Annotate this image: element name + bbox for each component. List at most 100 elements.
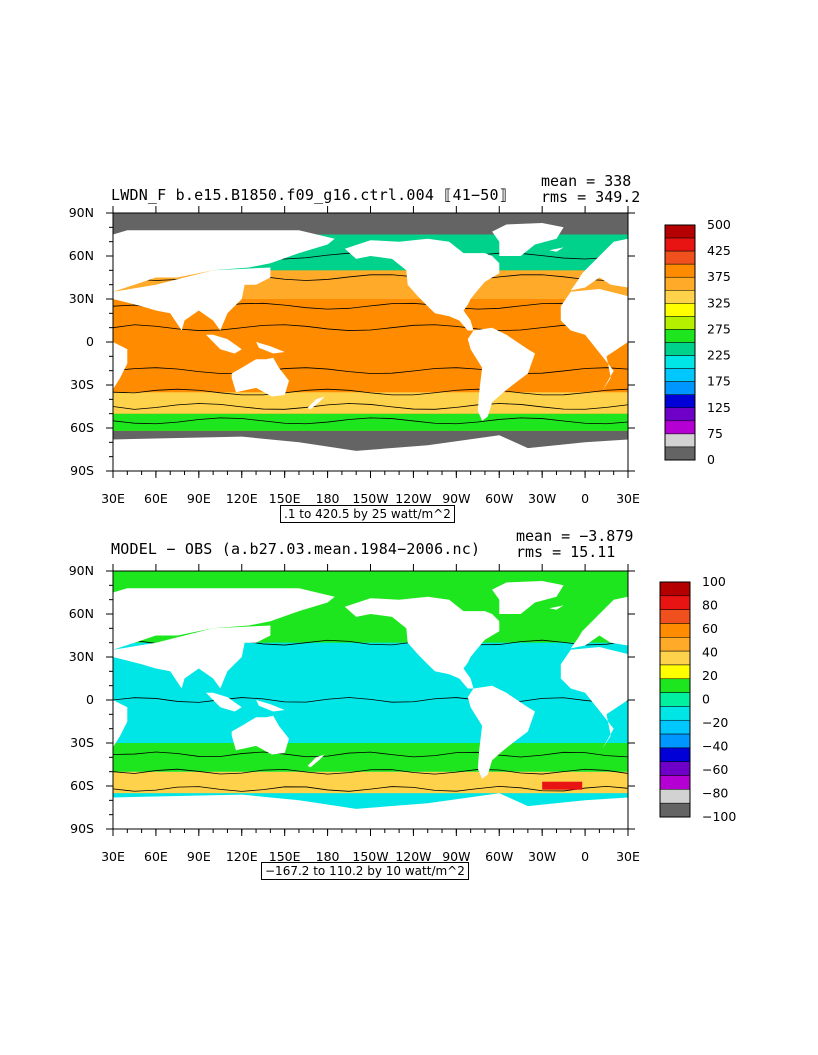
- land-mask: [231, 715, 289, 755]
- panel2-range-label: −167.2 to 110.2 by 10 watt/m^2: [261, 862, 469, 880]
- panel2-rms: rms = 15.11: [516, 543, 616, 561]
- colorbar-label: 80: [702, 598, 718, 613]
- colorbar-frame: [659, 581, 691, 818]
- land-mask: [549, 247, 564, 252]
- colorbar-label: 20: [702, 668, 718, 683]
- zone-band-1: [113, 771, 628, 794]
- colorbar-swatch: [664, 303, 696, 317]
- x-tick-label: 0: [581, 491, 589, 506]
- colorbar-swatch: [659, 802, 691, 818]
- map-panel-1: 30E 60E 90E 120E 150E 180 150W 120W 90W 60W 30W 0 30…: [69, 205, 640, 506]
- x-tick-label: 150W: [352, 491, 388, 506]
- x-tick-label: 60W: [485, 491, 513, 506]
- land-mask: [113, 625, 271, 689]
- y-tick-label: 0: [86, 334, 94, 349]
- land-mask: [113, 793, 628, 829]
- colorbar-label: 0: [702, 692, 710, 707]
- zone-band-2: [113, 743, 628, 772]
- colorbar-swatch: [664, 433, 696, 448]
- colorbar-label: 175: [707, 374, 731, 389]
- colorbar-label: 325: [707, 295, 731, 310]
- colorbar-label: 225: [707, 348, 731, 363]
- land-mask: [467, 685, 535, 779]
- land-mask: [307, 754, 325, 768]
- y-tick-label: 60N: [69, 248, 94, 263]
- x-tick-label: 180: [316, 849, 340, 864]
- colorbar-swatch: [664, 355, 696, 369]
- colorbar-swatch: [659, 761, 691, 776]
- x-tick-label: 120E: [226, 491, 258, 506]
- colorbar-swatch: [659, 747, 691, 762]
- colorbar-swatch: [659, 595, 691, 610]
- x-tick-label: 60E: [144, 491, 168, 506]
- colorbar-label: −40: [702, 739, 728, 754]
- x-tick-label: 150W: [352, 849, 388, 864]
- colorbar-swatch: [659, 719, 691, 735]
- y-tick-label: 90S: [70, 821, 94, 836]
- colorbar-swatch: [664, 407, 696, 422]
- colorbar-2: 100 80 60 40 20 0 −20 −40 −60 −80 −100: [659, 574, 736, 824]
- x-tick-label: 30E: [616, 491, 640, 506]
- land-mask: [231, 357, 289, 397]
- land-mask: [113, 700, 128, 748]
- colorbar-label: −80: [702, 786, 728, 801]
- x-tick-label: 90E: [187, 491, 211, 506]
- colorbar-swatch: [664, 329, 696, 343]
- zone-band-1: [113, 413, 628, 431]
- colorbar-swatch: [664, 263, 696, 278]
- colorbar-swatch: [664, 250, 696, 265]
- colorbar-swatch: [659, 664, 691, 680]
- x-tick-label: 150E: [269, 491, 301, 506]
- colorbar-swatch: [659, 581, 691, 597]
- x-tick-label: 0: [581, 849, 589, 864]
- colorbar-swatch: [664, 224, 696, 239]
- contour-line: [112, 768, 629, 775]
- land-mask: [570, 238, 628, 291]
- panel1-rms: rms = 349.2: [541, 188, 641, 206]
- colorbar-swatch: [664, 381, 696, 395]
- y-tick-label: 90N: [69, 205, 94, 220]
- land-mask: [256, 342, 285, 354]
- colorbar-swatch: [659, 706, 691, 721]
- x-tick-label: 120W: [395, 491, 431, 506]
- contour-line: [112, 403, 629, 410]
- y-tick-label: 0: [86, 692, 94, 707]
- x-tick-label: 180: [316, 491, 340, 506]
- colorbar-swatch: [659, 650, 691, 666]
- colorbar-frame: [664, 224, 696, 461]
- zone-band-3: [113, 299, 628, 393]
- y-tick-label: 30S: [70, 735, 94, 750]
- land-mask: [344, 238, 500, 331]
- x-tick-label: 60W: [485, 849, 513, 864]
- colorbar-swatch: [664, 368, 696, 382]
- x-tick-label: 150E: [269, 849, 301, 864]
- y-tick-label: 60N: [69, 606, 94, 621]
- y-tick-label: 90N: [69, 563, 94, 578]
- anomaly-streak: [542, 781, 583, 790]
- panel2-mean: mean = −3.879: [516, 527, 634, 545]
- colorbar-swatch: [659, 678, 691, 693]
- y-tick-label: 30N: [69, 291, 94, 306]
- colorbar-swatch: [664, 316, 696, 330]
- land-mask: [492, 223, 564, 256]
- contour-line: [112, 324, 629, 331]
- land-mask: [113, 267, 271, 331]
- map-panel-2: 30E 60E 90E 120E 150E 180 150W 120W 90W 60W 30W 0 30…: [69, 563, 640, 864]
- contour-line: [112, 367, 629, 374]
- land-mask: [560, 647, 628, 749]
- colorbar-label: 100: [702, 574, 726, 589]
- colorbar-swatch: [659, 609, 691, 624]
- colorbar-label: 0: [707, 452, 715, 467]
- colorbar-swatch: [659, 733, 691, 749]
- y-tick-label: 60S: [70, 778, 94, 793]
- colorbar-label: 500: [707, 217, 731, 232]
- land-mask: [113, 230, 335, 292]
- x-tick-label: 30W: [528, 849, 556, 864]
- x-tick-label: 30W: [528, 491, 556, 506]
- colorbar-label: −20: [702, 715, 728, 730]
- colorbar-swatch: [664, 394, 696, 409]
- colorbar-label: 75: [707, 426, 723, 441]
- contour-line: [112, 417, 629, 425]
- zone-band-2: [113, 392, 628, 414]
- colorbar-label: 125: [707, 400, 731, 415]
